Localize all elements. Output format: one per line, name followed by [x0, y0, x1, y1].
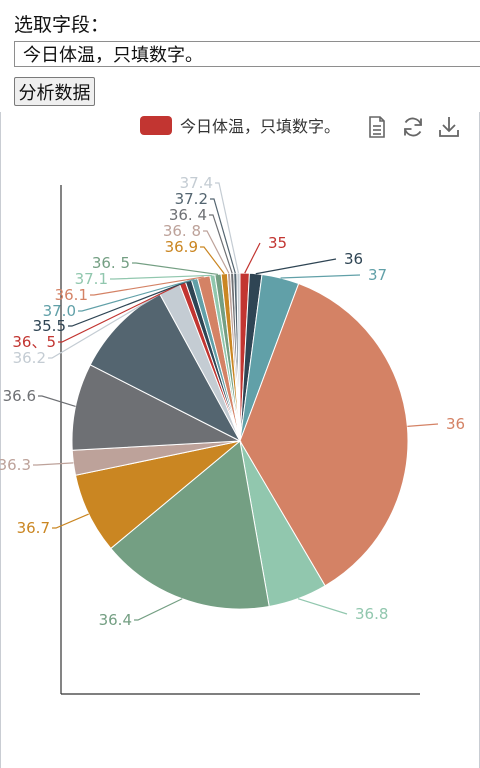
slice-label-line: [33, 462, 74, 466]
field-input[interactable]: [14, 41, 480, 67]
slice-label-line: [132, 262, 219, 276]
save-image-icon[interactable]: [436, 114, 462, 140]
slice-label-line: [280, 274, 361, 279]
pie-slice[interactable]: [71, 364, 242, 451]
slice-label: 36.4: [99, 611, 132, 629]
slice-label-line: [48, 288, 170, 359]
slice-label: 36. 4: [169, 206, 207, 224]
slice-label-line: [215, 182, 240, 274]
slice-label: 36. 5: [92, 254, 130, 272]
slice-label: 36.3: [0, 456, 31, 474]
slice-label-line: [58, 282, 183, 343]
slice-label: 36.1: [55, 286, 88, 304]
slice-label-line: [78, 278, 195, 312]
legend-swatch: [140, 115, 172, 135]
slice-label-line: [407, 423, 439, 427]
slice-label: 37: [368, 266, 387, 284]
analyze-button[interactable]: 分析数据: [14, 77, 95, 106]
slice-label-line: [52, 513, 89, 529]
slice-label: 36: [344, 250, 363, 268]
chart-toolbox: [364, 114, 462, 140]
slice-label: 36.9: [165, 238, 198, 256]
slice-label: 36、5: [12, 333, 56, 351]
slice-label-line: [200, 246, 225, 275]
slice-label: 37.1: [75, 270, 108, 288]
slice-label: 37.0: [43, 302, 76, 320]
slice-label-line: [134, 598, 183, 621]
legend-label: 今日体温，只填数字。: [180, 117, 341, 136]
slice-label-line: [38, 395, 76, 407]
slice-label: 36.8: [355, 605, 388, 623]
slice-label-line: [209, 214, 233, 274]
pie-slice[interactable]: [110, 440, 270, 610]
slice-label: 36.6: [3, 387, 36, 405]
slice-label-line: [210, 198, 236, 274]
slice-label-line: [244, 242, 261, 274]
slice-label-line: [255, 258, 337, 275]
slice-label-line: [297, 598, 348, 615]
slice-label: 36: [446, 415, 465, 433]
slice-label: 37.2: [175, 190, 208, 208]
slice-label: 36. 8: [163, 222, 201, 240]
slice-label: 36.2: [13, 349, 46, 367]
field-label: 选取字段：: [14, 14, 110, 36]
slice-label: 36.7: [17, 519, 50, 537]
slice-label-line: [203, 230, 230, 274]
slice-label-line: [90, 276, 204, 296]
slice-label: 37.4: [180, 174, 213, 192]
slice-label-line: [68, 280, 189, 327]
pie-slice[interactable]: [236, 272, 241, 442]
chart-legend[interactable]: 今日体温，只填数字。: [140, 113, 340, 137]
slice-label: 35: [268, 234, 287, 252]
restore-icon[interactable]: [400, 114, 426, 140]
slice-label-line: [110, 274, 213, 280]
slice-label: 35.5: [33, 317, 66, 335]
data-view-icon[interactable]: [364, 114, 390, 140]
